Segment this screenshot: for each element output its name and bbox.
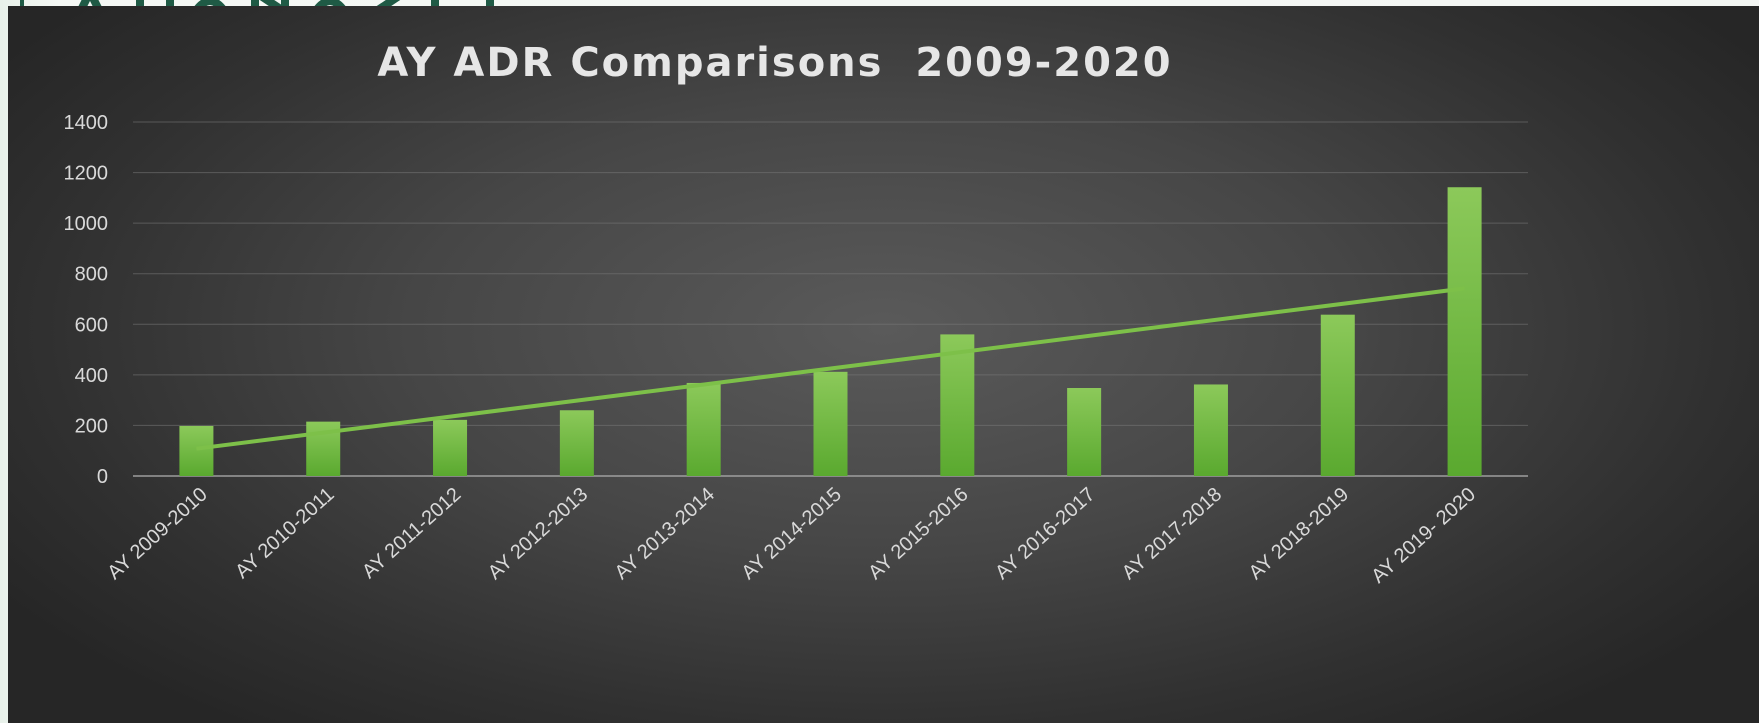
- y-tick-label: 1200: [64, 163, 109, 185]
- x-tick-label: AY 2019- 2020: [1367, 483, 1480, 587]
- x-axis-ticks: AY 2009-2010 AY 2010-2011 AY 2011-2012 AY 2…: [103, 483, 1480, 587]
- ay-adr-chart: AY ADR Comparisons 2009-2020 0 200 400 600 8…: [64, 40, 1528, 588]
- x-tick-label: AY 2017-2018: [1118, 483, 1226, 584]
- y-tick-label: 600: [75, 314, 108, 336]
- chart-panel: AY ADR Comparisons 2009-2020 0 200 400 600 8…: [8, 6, 1759, 723]
- x-tick-label: AY 2010-2011: [231, 483, 338, 583]
- bar: [940, 334, 975, 476]
- x-tick-label: AY 2018-2019: [1245, 483, 1353, 584]
- bar: [1447, 187, 1482, 477]
- y-tick-label: 800: [75, 264, 108, 286]
- chart-title: AY ADR Comparisons 2009-2020: [377, 40, 1172, 86]
- trendline-layer: [196, 286, 1465, 451]
- bar: [1193, 384, 1228, 476]
- bar: [433, 419, 468, 476]
- bars: [179, 187, 1482, 477]
- slide-decoration: [20, 0, 540, 12]
- x-tick-label: AY 2016-2017: [991, 483, 1099, 584]
- x-tick-label: AY 2014-2015: [737, 483, 845, 584]
- y-tick-label: 200: [75, 415, 108, 437]
- trendline: [196, 286, 1465, 451]
- y-tick-label: 400: [75, 365, 108, 387]
- bar: [559, 410, 594, 476]
- bar: [1067, 388, 1102, 476]
- bar: [179, 425, 214, 476]
- x-tick-label: AY 2012-2013: [484, 483, 592, 584]
- y-tick-label: 0: [97, 466, 108, 488]
- bar: [813, 371, 848, 476]
- y-tick-label: 1400: [64, 112, 109, 134]
- bar: [1320, 314, 1355, 476]
- x-tick-label: AY 2009-2010: [103, 483, 211, 584]
- y-tick-label: 1000: [64, 213, 109, 235]
- y-axis-ticks: 0 200 400 600 800 1000 1200 1400: [64, 112, 109, 488]
- bar: [686, 382, 721, 476]
- x-tick-label: AY 2015-2016: [864, 483, 972, 584]
- x-tick-label: AY 2013-2014: [611, 483, 719, 584]
- x-tick-label: AY 2011-2012: [358, 483, 465, 583]
